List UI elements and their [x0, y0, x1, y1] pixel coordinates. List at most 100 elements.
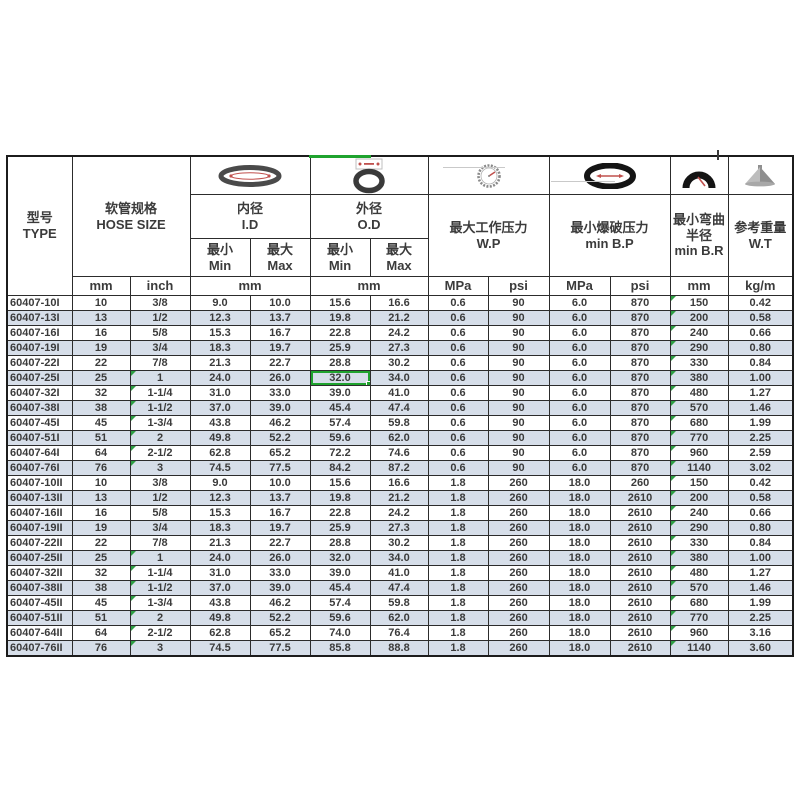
cell-od-max[interactable]: 34.0: [369, 370, 429, 386]
cell-od-max[interactable]: 24.2: [369, 325, 429, 341]
cell-wt-kgm[interactable]: 3.60: [727, 640, 794, 657]
od-icon-cell[interactable]: [309, 155, 429, 195]
cell-type[interactable]: 60407-10I: [6, 295, 73, 311]
cell-br-mm[interactable]: 380: [669, 370, 729, 386]
cell-od-min[interactable]: 15.6: [309, 475, 371, 491]
cell-bp-mpa[interactable]: 18.0: [548, 475, 611, 491]
cell-od-min[interactable]: 57.4: [309, 415, 371, 431]
cell-id-max[interactable]: 26.0: [249, 550, 311, 566]
cell-wp-psi[interactable]: 90: [487, 370, 550, 386]
cell-bp-mpa[interactable]: 18.0: [548, 625, 611, 641]
header-od-min[interactable]: 最小 Min: [309, 238, 371, 277]
cell-size-mm[interactable]: 19: [71, 520, 131, 536]
header-type[interactable]: 型号 TYPE: [6, 155, 73, 296]
cell-wp-psi[interactable]: 260: [487, 505, 550, 521]
cell-type[interactable]: 60407-16II: [6, 505, 73, 521]
cell-wt-kgm[interactable]: 1.00: [727, 370, 794, 386]
cell-wt-kgm[interactable]: 0.66: [727, 325, 794, 341]
cell-od-min[interactable]: 74.0: [309, 625, 371, 641]
cell-id-min[interactable]: 12.3: [189, 310, 251, 326]
cell-wp-mpa[interactable]: 1.8: [427, 490, 489, 506]
cell-br-mm[interactable]: 240: [669, 325, 729, 341]
cell-id-max[interactable]: 77.5: [249, 460, 311, 476]
cell-od-min[interactable]: 32.0: [309, 550, 371, 566]
cell-wp-psi[interactable]: 90: [487, 430, 550, 446]
cell-br-mm[interactable]: 200: [669, 310, 729, 326]
unit-wp-mpa[interactable]: MPa: [427, 276, 489, 296]
unit-size-inch[interactable]: inch: [129, 276, 191, 296]
cell-wp-mpa[interactable]: 0.6: [427, 370, 489, 386]
cell-wp-psi[interactable]: 90: [487, 460, 550, 476]
cell-od-min[interactable]: 45.4: [309, 580, 371, 596]
cell-id-max[interactable]: 52.2: [249, 610, 311, 626]
cell-bp-mpa[interactable]: 18.0: [548, 565, 611, 581]
cell-br-mm[interactable]: 960: [669, 625, 729, 641]
cell-bp-mpa[interactable]: 6.0: [548, 355, 611, 371]
cell-size-inch[interactable]: 5/8: [129, 505, 191, 521]
cell-wt-kgm[interactable]: 0.80: [727, 520, 794, 536]
cell-bp-psi[interactable]: 260: [609, 475, 671, 491]
unit-id-mm[interactable]: mm: [189, 276, 311, 296]
cell-wp-psi[interactable]: 90: [487, 445, 550, 461]
cell-size-inch[interactable]: 2-1/2: [129, 625, 191, 641]
cell-size-inch[interactable]: 1-1/4: [129, 565, 191, 581]
cell-br-mm[interactable]: 770: [669, 430, 729, 446]
cell-id-max[interactable]: 65.2: [249, 445, 311, 461]
cell-size-mm[interactable]: 10: [71, 475, 131, 491]
cell-size-mm[interactable]: 22: [71, 355, 131, 371]
cell-size-inch[interactable]: 2: [129, 430, 191, 446]
cell-bp-psi[interactable]: 2610: [609, 595, 671, 611]
cell-id-max[interactable]: 46.2: [249, 595, 311, 611]
cell-id-max[interactable]: 33.0: [249, 385, 311, 401]
cell-od-min[interactable]: 28.8: [309, 355, 371, 371]
cell-id-max[interactable]: 19.7: [249, 340, 311, 356]
cell-bp-psi[interactable]: 2610: [609, 640, 671, 657]
cell-wp-mpa[interactable]: 1.8: [427, 610, 489, 626]
cell-size-inch[interactable]: 3/4: [129, 340, 191, 356]
cell-id-max[interactable]: 33.0: [249, 565, 311, 581]
cell-id-min[interactable]: 9.0: [189, 295, 251, 311]
cell-size-mm[interactable]: 64: [71, 625, 131, 641]
cell-od-max[interactable]: 27.3: [369, 520, 429, 536]
cell-wp-mpa[interactable]: 0.6: [427, 400, 489, 416]
br-icon-cell[interactable]: [669, 155, 729, 195]
cell-size-inch[interactable]: 1: [129, 550, 191, 566]
cell-od-max[interactable]: 21.2: [369, 490, 429, 506]
cell-wp-psi[interactable]: 260: [487, 520, 550, 536]
cell-od-max[interactable]: 27.3: [369, 340, 429, 356]
cell-type[interactable]: 60407-38I: [6, 400, 73, 416]
cell-bp-mpa[interactable]: 6.0: [548, 370, 611, 386]
cell-id-max[interactable]: 65.2: [249, 625, 311, 641]
cell-type[interactable]: 60407-25II: [6, 550, 73, 566]
cell-wp-psi[interactable]: 90: [487, 310, 550, 326]
cell-wp-mpa[interactable]: 0.6: [427, 295, 489, 311]
cell-id-min[interactable]: 24.0: [189, 370, 251, 386]
cell-bp-psi[interactable]: 2610: [609, 490, 671, 506]
cell-wt-kgm[interactable]: 0.84: [727, 535, 794, 551]
cell-bp-mpa[interactable]: 18.0: [548, 505, 611, 521]
cell-od-min[interactable]: 45.4: [309, 400, 371, 416]
cell-bp-mpa[interactable]: 18.0: [548, 535, 611, 551]
cell-od-min[interactable]: 84.2: [309, 460, 371, 476]
cell-wp-mpa[interactable]: 0.6: [427, 460, 489, 476]
cell-br-mm[interactable]: 680: [669, 415, 729, 431]
cell-size-inch[interactable]: 1-3/4: [129, 415, 191, 431]
cell-bp-psi[interactable]: 870: [609, 370, 671, 386]
cell-bp-mpa[interactable]: 6.0: [548, 400, 611, 416]
cell-bp-psi[interactable]: 870: [609, 460, 671, 476]
cell-od-max[interactable]: 74.6: [369, 445, 429, 461]
cell-size-mm[interactable]: 10: [71, 295, 131, 311]
bp-icon-cell[interactable]: [548, 155, 671, 195]
cell-id-max[interactable]: 46.2: [249, 415, 311, 431]
cell-wt-kgm[interactable]: 0.42: [727, 475, 794, 491]
cell-br-mm[interactable]: 570: [669, 580, 729, 596]
cell-wt-kgm[interactable]: 1.27: [727, 565, 794, 581]
cell-wt-kgm[interactable]: 1.46: [727, 580, 794, 596]
cell-type[interactable]: 60407-13I: [6, 310, 73, 326]
cell-bp-mpa[interactable]: 6.0: [548, 430, 611, 446]
cell-bp-psi[interactable]: 870: [609, 310, 671, 326]
cell-od-max[interactable]: 21.2: [369, 310, 429, 326]
cell-size-inch[interactable]: 1-3/4: [129, 595, 191, 611]
cell-wt-kgm[interactable]: 0.58: [727, 310, 794, 326]
cell-od-max[interactable]: 41.0: [369, 565, 429, 581]
